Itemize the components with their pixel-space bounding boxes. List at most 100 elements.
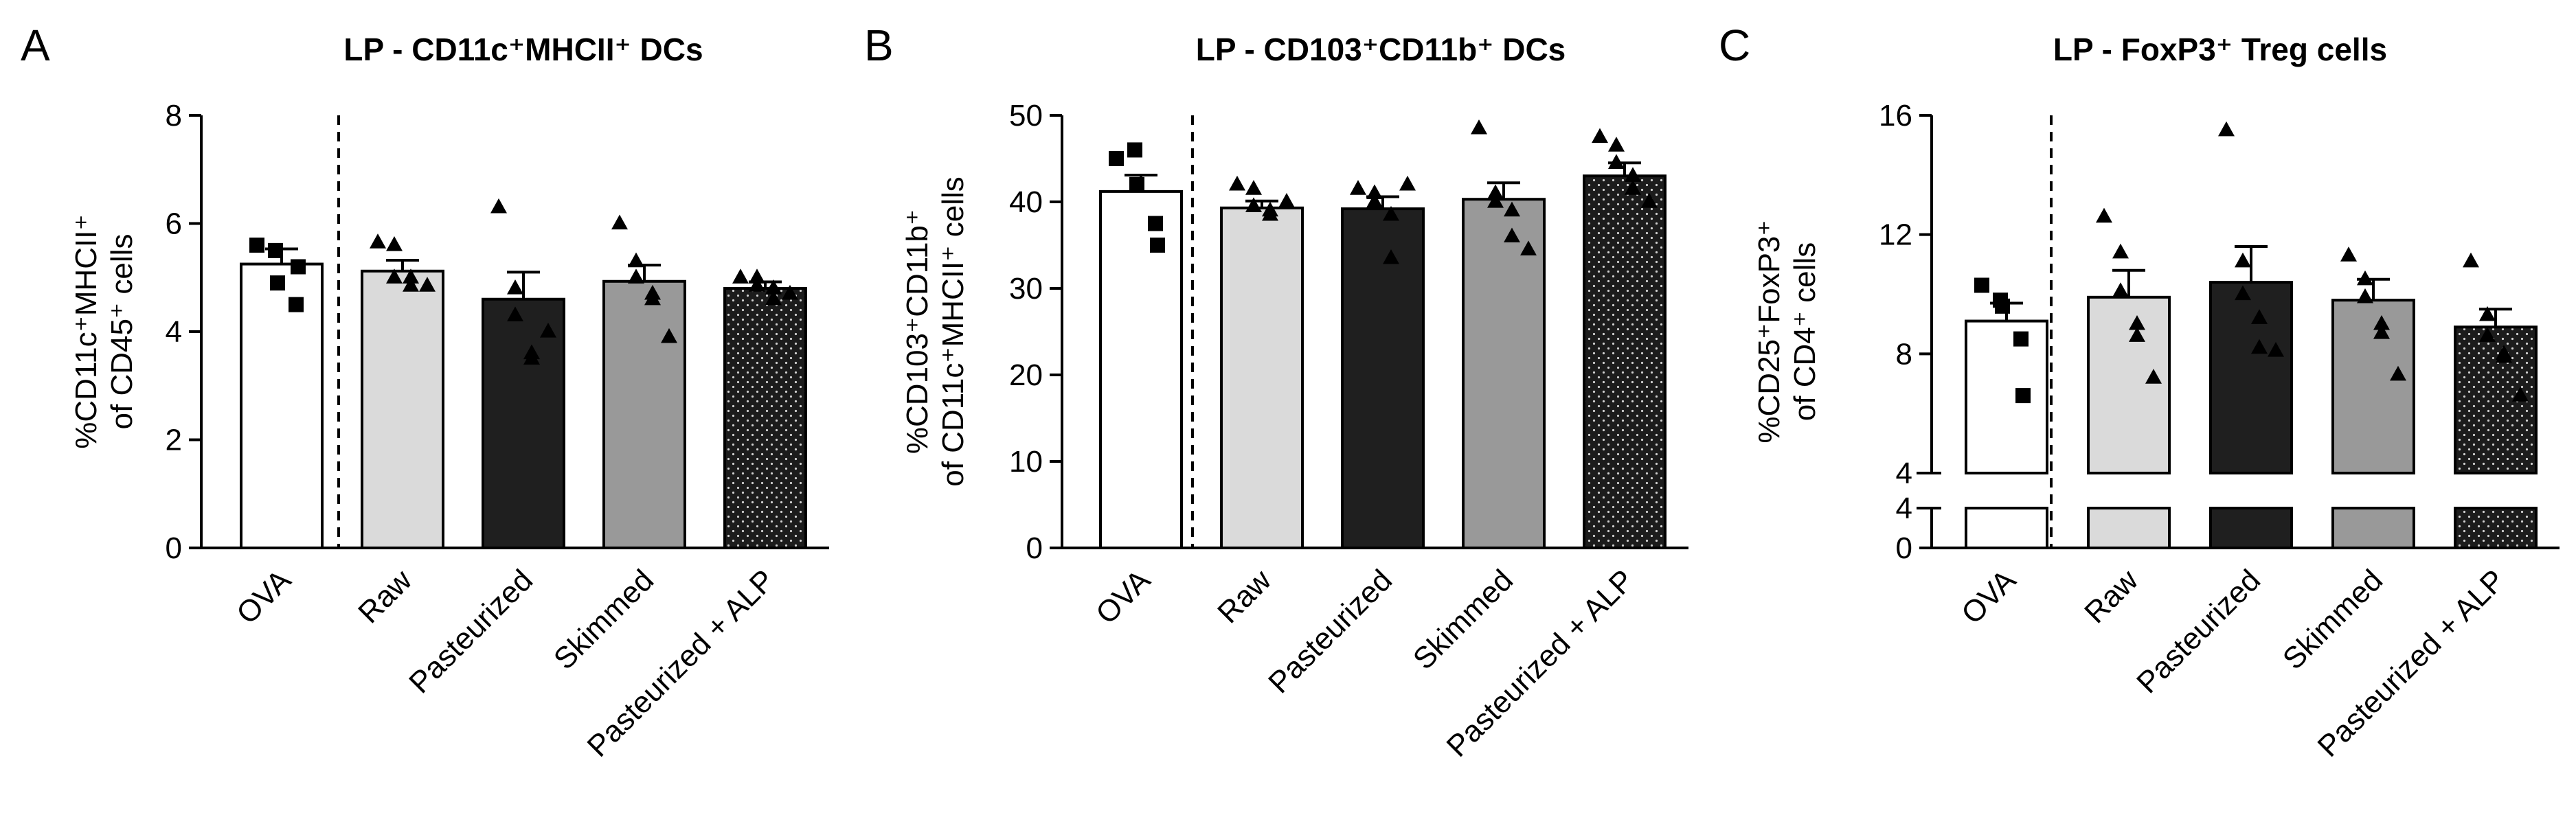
data-point-triangle (1383, 249, 1399, 264)
data-point-square (2013, 331, 2029, 347)
y-tick-label: 0 (1026, 531, 1043, 565)
bar-lower-raw[interactable] (2087, 507, 2171, 549)
bar-raw[interactable] (2087, 295, 2171, 474)
bar-pasteurized[interactable] (2209, 281, 2293, 474)
y-axis-label-line1: %CD11c⁺MHCII⁺ (69, 214, 103, 448)
data-point-triangle (386, 236, 403, 251)
y-tick-label: 16 (1879, 99, 1912, 133)
y-axis-label-line2: of CD11c⁺MHCII⁺ cells (936, 176, 970, 487)
bar-lower-pasteurized[interactable] (2209, 507, 2293, 549)
data-point-triangle (370, 233, 386, 249)
bar-pasteurized[interactable] (1341, 207, 1425, 549)
y-tick-label: 0 (166, 531, 182, 565)
bar-pasteurized-alp[interactable] (723, 287, 807, 549)
data-point-triangle (1625, 180, 1641, 195)
data-point-triangle (386, 268, 403, 284)
bar-lower-ova[interactable] (1965, 507, 2048, 549)
x-tick-label: Skimmed (1407, 563, 1519, 676)
data-point-square (291, 259, 306, 275)
chart-title: LP - CD103⁺CD11b⁺ DCs (1196, 32, 1566, 67)
data-point-triangle (1504, 201, 1520, 217)
data-point-triangle (2235, 285, 2251, 301)
y-axis-label: %CD25⁺FoxP3⁺of CD4⁺ cells (1752, 220, 1822, 443)
x-tick-label: Skimmed (2276, 563, 2389, 676)
data-point-triangle (507, 306, 523, 322)
data-point-triangle (419, 277, 436, 292)
data-point-triangle (403, 277, 419, 292)
x-tick-label: Pasteurized (1262, 563, 1399, 700)
data-point-triangle (628, 268, 644, 284)
data-point-triangle (611, 214, 628, 230)
panel-letter: C (1719, 21, 1750, 70)
x-tick-label: Pasteurized (2130, 563, 2267, 700)
data-point-triangle (749, 277, 765, 292)
bar-ova[interactable] (1965, 319, 2048, 475)
data-point-triangle (2218, 121, 2235, 137)
data-point-triangle (2096, 207, 2112, 223)
y-tick-label: 0 (1896, 531, 1912, 565)
data-point-triangle (1504, 227, 1520, 243)
data-point-triangle (2112, 282, 2129, 297)
data-point-triangle (1608, 154, 1625, 169)
chart-title: LP - FoxP3⁺ Treg cells (2053, 32, 2387, 67)
x-tick-label: Skimmed (547, 563, 660, 676)
bar-ova[interactable] (1099, 190, 1183, 549)
y-axis-label: %CD11c⁺MHCII⁺of CD45⁺ cells (69, 214, 139, 448)
bar-pasteurized[interactable] (482, 297, 565, 549)
data-point-triangle (732, 268, 749, 284)
data-point-triangle (2129, 314, 2145, 330)
data-point-triangle (540, 323, 556, 338)
bar-skimmed[interactable] (602, 279, 686, 549)
bar-raw[interactable] (361, 269, 444, 549)
bar-skimmed[interactable] (1462, 198, 1546, 549)
data-point-triangle (2479, 327, 2496, 342)
bar-lower-skimmed[interactable] (2331, 507, 2415, 549)
data-point-triangle (1608, 137, 1625, 152)
x-tick-label: Raw (352, 563, 418, 630)
panel-letter: A (21, 21, 50, 70)
data-point-square (1129, 176, 1144, 192)
data-point-triangle (2496, 347, 2512, 363)
data-point-triangle (1487, 193, 1504, 208)
data-point-triangle (1383, 205, 1399, 221)
data-point-triangle (2357, 288, 2373, 303)
y-tick-label: 30 (1009, 272, 1043, 306)
bar-ova[interactable] (240, 262, 324, 549)
data-point-triangle (2268, 342, 2284, 357)
data-point-square (1109, 151, 1124, 166)
data-point-triangle (1366, 193, 1383, 208)
data-point-triangle (2357, 270, 2373, 286)
data-point-square (249, 238, 264, 253)
data-point-triangle (1350, 180, 1366, 195)
data-point-triangle (1592, 128, 1608, 144)
data-point-triangle (628, 252, 644, 268)
y-axis-label-line2: of CD4⁺ cells (1788, 242, 1822, 421)
x-tick-label: Raw (2078, 563, 2145, 630)
bar-skimmed[interactable] (2331, 299, 2415, 474)
data-point-triangle (1399, 175, 1416, 191)
data-point-square (270, 275, 285, 291)
y-axis-label-line2: of CD45⁺ cells (105, 234, 139, 430)
y-tick-label: 8 (166, 99, 182, 133)
data-point-triangle (1625, 167, 1641, 182)
bar-pasteurized-alp[interactable] (1583, 174, 1667, 549)
data-point-triangle (523, 344, 540, 360)
y-tick-label: 12 (1879, 218, 1912, 252)
data-point-triangle (1520, 240, 1537, 255)
data-point-square (268, 242, 283, 258)
data-point-triangle (1487, 184, 1504, 200)
data-point-triangle (2112, 243, 2129, 259)
data-point-triangle (2251, 309, 2268, 324)
bar-raw[interactable] (1220, 206, 1304, 549)
y-tick-label: 40 (1009, 185, 1043, 219)
data-point-triangle (1262, 205, 1278, 221)
bar-lower-pasteurized-alp[interactable] (2454, 507, 2538, 549)
y-tick-label: 10 (1009, 445, 1043, 479)
chart-panel-b: B LP - CD103⁺CD11b⁺ DCs %CD103⁺CD11b⁺of CD… (864, 21, 1688, 764)
data-point-triangle (782, 284, 798, 300)
data-point-square (2015, 388, 2031, 404)
data-point-triangle (1278, 193, 1295, 208)
data-point-triangle (2512, 387, 2529, 402)
data-point-triangle (2145, 369, 2162, 384)
